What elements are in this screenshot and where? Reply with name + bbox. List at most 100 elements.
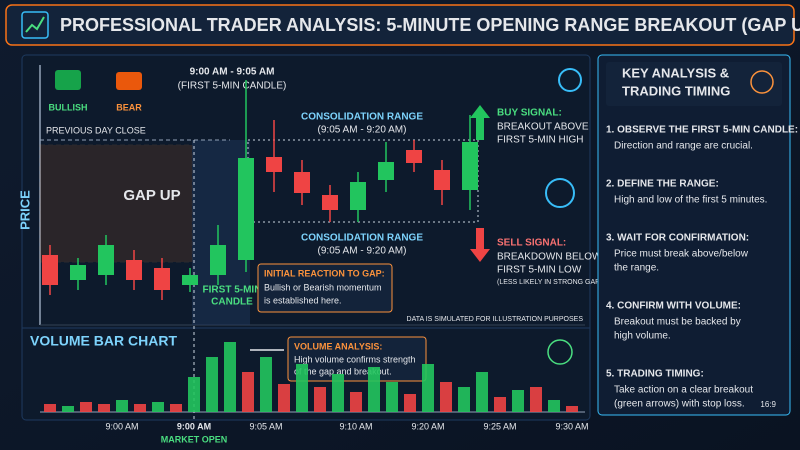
gap-up-label: GAP UP <box>123 187 180 204</box>
first-candle-caption: (FIRST 5-MIN CANDLE) <box>178 81 287 92</box>
candle-body <box>434 170 450 190</box>
candle-body <box>266 157 282 172</box>
volume-bar <box>134 404 146 412</box>
first-candle-time: 9:00 AM - 9:05 AM <box>190 67 275 78</box>
volume-bar <box>44 404 56 412</box>
volume-bar <box>170 404 182 412</box>
volume-bar <box>530 387 542 412</box>
x-tick-label: 9:10 AM <box>339 421 372 431</box>
volume-bar <box>278 384 290 412</box>
candle-body <box>70 265 86 280</box>
step-text: (green arrows) with stop loss. <box>614 399 745 410</box>
buy-signal-line: FIRST 5-MIN HIGH <box>497 135 583 146</box>
candle-body <box>378 162 394 180</box>
step-text: High and low of the first 5 minutes. <box>614 195 767 206</box>
candle-body <box>42 255 58 285</box>
step-title: 3. WAIT FOR CONFIRMATION: <box>606 233 749 244</box>
volume-bar <box>152 402 164 412</box>
volume-bar <box>314 387 326 412</box>
clock-icon <box>558 68 582 92</box>
consolidation-time-top: (9:05 AM - 9:20 AM) <box>318 125 407 136</box>
volume-bar <box>386 382 398 412</box>
header-icon-line <box>25 16 45 33</box>
buy-signal-line: BREAKOUT ABOVE <box>497 122 589 133</box>
reaction-text: is established here. <box>264 295 342 305</box>
reaction-callout <box>257 263 393 313</box>
volume-analysis-text: High volume confirms strength <box>294 354 416 364</box>
sidebar <box>597 54 791 416</box>
volume-bar <box>224 342 236 412</box>
volume-bar <box>80 402 92 412</box>
step-text: the range. <box>614 263 659 274</box>
step-text: Breakout must be backed by <box>614 317 741 328</box>
volume-bar <box>494 397 506 412</box>
volume-bar <box>548 400 560 412</box>
consolidation-label-bottom: CONSOLIDATION RANGE <box>301 233 423 244</box>
candle-body <box>210 245 226 275</box>
step-title: 4. CONFIRM WITH VOLUME: <box>606 301 741 312</box>
y-axis-label: PRICE <box>17 190 32 230</box>
volume-analysis-text: of the gap and breakout. <box>294 366 392 376</box>
reaction-title: INITIAL REACTION TO GAP: <box>264 268 385 278</box>
step-text: high volume. <box>614 331 671 342</box>
volume-bar <box>404 394 416 412</box>
step-text: Direction and range are crucial. <box>614 141 753 152</box>
step-title: 1. OBSERVE THE FIRST 5-MIN CANDLE: <box>606 125 798 136</box>
volume-bar <box>206 357 218 412</box>
consolidation-time-bottom: (9:05 AM - 9:20 AM) <box>318 246 407 257</box>
volume-bar <box>512 390 524 412</box>
candle-body <box>322 195 338 210</box>
step-title: 2. DEFINE THE RANGE: <box>606 179 719 190</box>
candle-body <box>154 268 170 290</box>
first-candle-label: CANDLE <box>211 297 253 308</box>
bull-icon <box>55 70 81 90</box>
market-open-label: MARKET OPEN <box>161 434 228 444</box>
candle-body <box>182 275 198 285</box>
legend-bullish: BULLISH <box>49 102 88 112</box>
x-tick-label: 9:00 AM <box>177 421 211 431</box>
legend-bear: BEAR <box>116 102 142 112</box>
sell-signal-line: BREAKDOWN BELOW <box>497 252 602 263</box>
candle-body <box>126 260 142 280</box>
page-title: PROFESSIONAL TRADER ANALYSIS: 5-MINUTE O… <box>60 15 800 35</box>
volume-title: VOLUME BAR CHART <box>30 333 177 349</box>
candle-body <box>294 172 310 193</box>
volume-bar <box>350 392 362 412</box>
sell-signal-title: SELL SIGNAL: <box>497 238 566 249</box>
clock-icon <box>545 178 575 208</box>
sidebar-header <box>606 62 782 106</box>
volume-bar <box>440 382 452 412</box>
volume-bar <box>116 400 128 412</box>
volume-bar <box>62 406 74 412</box>
volume-bar <box>368 367 380 412</box>
x-tick-label: 9:25 AM <box>483 421 516 431</box>
volume-bar <box>566 406 578 412</box>
volume-bar <box>458 387 470 412</box>
gap-box <box>39 144 193 263</box>
volume-bar <box>476 372 488 412</box>
previous-close-label: PREVIOUS DAY CLOSE <box>46 125 146 135</box>
sidebar-items: 1. OBSERVE THE FIRST 5-MIN CANDLE: Direct… <box>606 125 798 410</box>
x-tick-label: 9:00 AM <box>105 421 138 431</box>
volume-bar <box>332 374 344 412</box>
x-tick-label: 9:30 AM <box>555 421 588 431</box>
volume-analysis-title: VOLUME ANALYSIS: <box>294 341 382 351</box>
sell-signal-note: (LESS LIKELY IN STRONG GAP) <box>497 279 602 286</box>
disclaimer: DATA IS SIMULATED FOR ILLUSTRATION PURPO… <box>407 316 584 323</box>
volume-callout <box>287 336 427 382</box>
candle-body <box>462 142 478 190</box>
aspect-label: 16:9 <box>760 400 776 409</box>
volume-bar <box>98 404 110 412</box>
volume-bar <box>260 357 272 412</box>
x-tick-label: 9:20 AM <box>411 421 444 431</box>
first-candle-label: FIRST 5-MIN <box>203 285 262 296</box>
volume-bar <box>296 364 308 412</box>
sidebar-clock <box>750 70 774 94</box>
sidebar-title: KEY ANALYSIS & <box>622 65 729 80</box>
main-panel <box>21 54 591 421</box>
sell-arrow <box>470 228 490 262</box>
header-bar <box>5 4 795 46</box>
candle-body <box>350 182 366 210</box>
candle-body <box>406 150 422 163</box>
